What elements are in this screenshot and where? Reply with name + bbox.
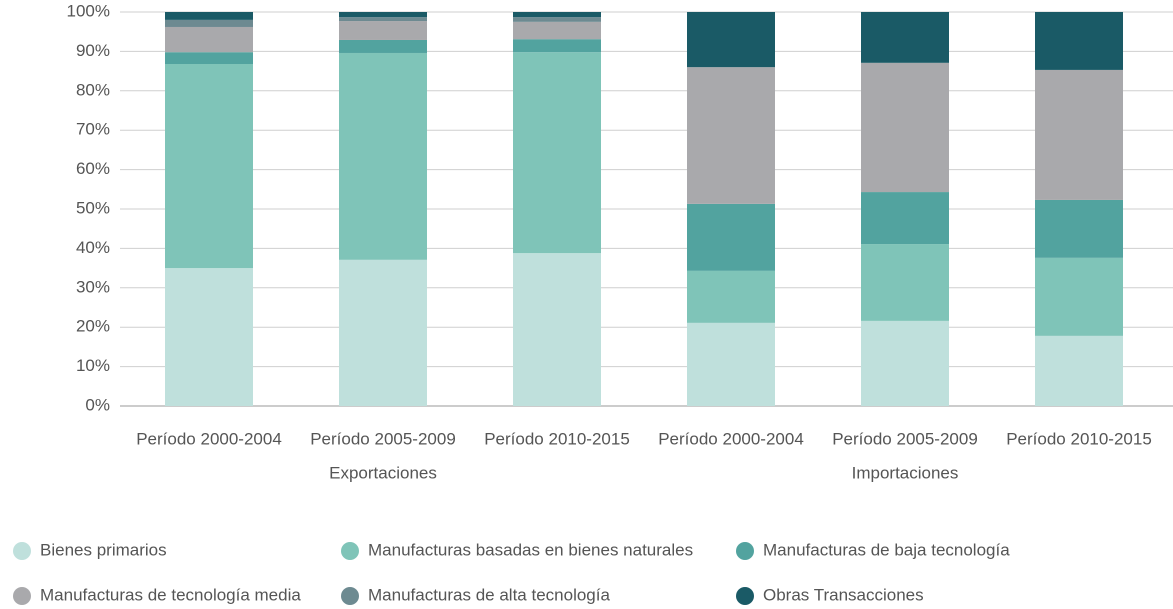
y-tick-label: 0%: [85, 395, 110, 414]
legend-label: Manufacturas basadas en bienes naturales: [368, 540, 693, 559]
legend-swatch: [736, 587, 754, 605]
bar-segment: [339, 52, 427, 260]
group-label: Importaciones: [852, 463, 959, 482]
bar-segment: [861, 320, 949, 406]
y-tick-label: 30%: [76, 277, 110, 296]
legend-label: Obras Transacciones: [763, 585, 924, 604]
bar-segment: [339, 39, 427, 53]
bar-segment: [513, 17, 601, 22]
bar-segment: [861, 12, 949, 63]
bar-segment: [687, 67, 775, 204]
bar-segment: [513, 39, 601, 53]
x-tick-label: Período 2000-2004: [136, 429, 282, 448]
legend-label: Manufacturas de baja tecnología: [763, 540, 1010, 559]
bar-segment: [339, 12, 427, 18]
bar-segment: [687, 270, 775, 323]
bar-segment: [165, 52, 253, 65]
bar-segment: [1035, 69, 1123, 200]
y-tick-label: 40%: [76, 238, 110, 257]
x-tick-label: Período 2010-2015: [484, 429, 630, 448]
legend-swatch: [341, 587, 359, 605]
y-tick-label: 60%: [76, 159, 110, 178]
bar-segment: [339, 21, 427, 40]
bar-segment: [1035, 257, 1123, 336]
bar-segment: [861, 192, 949, 245]
legend-label: Manufacturas de alta tecnología: [368, 585, 610, 604]
y-tick-label: 70%: [76, 120, 110, 139]
legend-swatch: [13, 587, 31, 605]
x-tick-label: Período 2000-2004: [658, 429, 804, 448]
bar-segment: [687, 322, 775, 406]
y-tick-label: 90%: [76, 41, 110, 60]
bar-segment: [165, 12, 253, 20]
bar-segment: [513, 12, 601, 18]
bar-segment: [861, 62, 949, 193]
legend-label: Bienes primarios: [40, 540, 167, 559]
bar-segment: [165, 64, 253, 269]
bar-segment: [1035, 199, 1123, 258]
y-tick-label: 20%: [76, 317, 110, 336]
legend-label: Manufacturas de tecnología media: [40, 585, 301, 604]
bar-segment: [513, 52, 601, 254]
group-label: Exportaciones: [329, 463, 437, 482]
legend-swatch: [341, 542, 359, 560]
y-tick-label: 50%: [76, 198, 110, 217]
bar-segment: [1035, 12, 1123, 70]
bar-segment: [339, 17, 427, 22]
y-tick-label: 10%: [76, 356, 110, 375]
bar-segment: [861, 244, 949, 321]
bar-segment: [513, 253, 601, 406]
bar-segment: [165, 268, 253, 406]
legend-swatch: [736, 542, 754, 560]
bar-segment: [339, 259, 427, 406]
legend-swatch: [13, 542, 31, 560]
bar-segment: [165, 19, 253, 27]
bar-segment: [165, 26, 253, 53]
x-tick-label: Período 2005-2009: [832, 429, 978, 448]
bar-segment: [687, 203, 775, 271]
x-tick-label: Período 2010-2015: [1006, 429, 1152, 448]
x-tick-label: Período 2005-2009: [310, 429, 456, 448]
y-tick-label: 100%: [67, 1, 110, 20]
bar-segment: [513, 21, 601, 40]
bar-segment: [1035, 335, 1123, 406]
bar-segment: [687, 12, 775, 68]
y-tick-label: 80%: [76, 80, 110, 99]
